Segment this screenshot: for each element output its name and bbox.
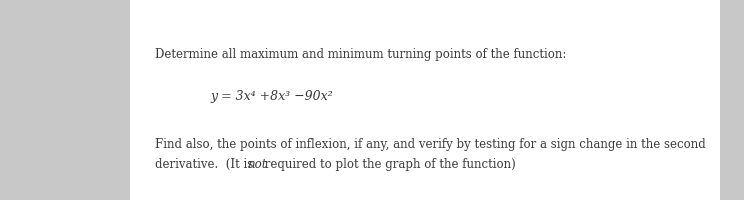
Text: not: not bbox=[247, 158, 266, 171]
Bar bbox=[130, 0, 720, 200]
Text: y = 3x⁴ +8x³ −90x²: y = 3x⁴ +8x³ −90x² bbox=[210, 90, 333, 103]
Text: Determine all maximum and minimum turning points of the function:: Determine all maximum and minimum turnin… bbox=[155, 48, 566, 61]
Text: required to plot the graph of the function): required to plot the graph of the functi… bbox=[261, 158, 516, 171]
Text: Find also, the points of inflexion, if any, and verify by testing for a sign cha: Find also, the points of inflexion, if a… bbox=[155, 138, 706, 151]
Text: derivative.  (It is: derivative. (It is bbox=[155, 158, 257, 171]
